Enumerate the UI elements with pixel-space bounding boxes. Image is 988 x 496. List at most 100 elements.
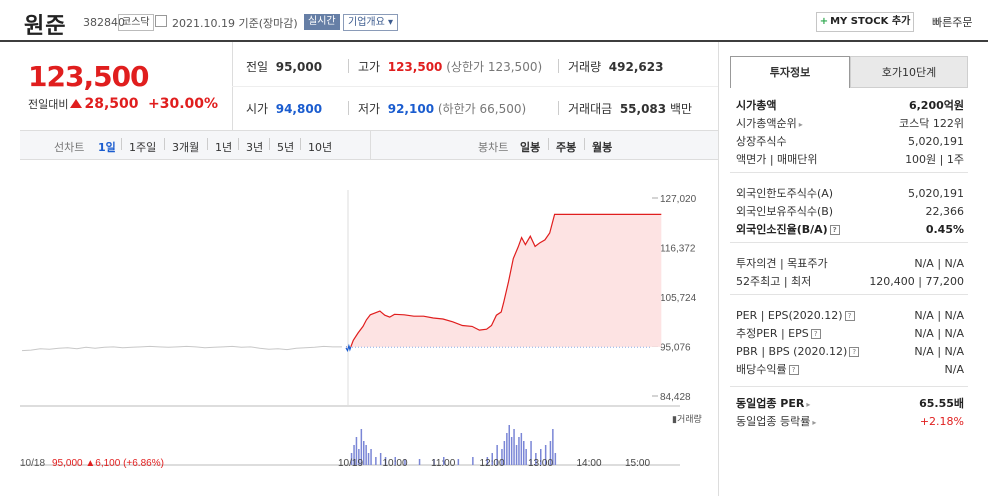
info-value: 6,200억원: [908, 99, 964, 112]
info-icon[interactable]: ?: [829, 225, 840, 235]
volume-bar: [365, 445, 367, 465]
tab-daily[interactable]: 일봉: [520, 141, 541, 154]
volume-bar: [363, 441, 365, 465]
diff-label: 전일대비: [28, 98, 69, 111]
trade-amount: 거래대금 55,083 백만: [568, 102, 693, 116]
info-key: 시가총액: [736, 99, 777, 112]
prev-day-date: 10/18: [20, 458, 45, 469]
tab-10year[interactable]: 10년: [308, 141, 333, 154]
volume-bar: [418, 459, 421, 465]
calendar-icon: [155, 15, 167, 27]
price-chart-svg: 127,020 116,372 105,724 95,076 84,428 ▮거래량 10/…: [20, 190, 702, 469]
info-key: 외국인한도주식수(A): [736, 187, 834, 200]
info-row: 52주최고 | 최저 120,400 | 77,200: [736, 274, 964, 290]
low-price: 저가 92,100 (하한가 66,500): [358, 102, 527, 116]
info-key: 외국인보유주식수(B): [736, 205, 834, 218]
tab-1week[interactable]: 1주일: [129, 141, 157, 154]
x-tick-label: 12:00: [480, 458, 505, 469]
volume-bar: [544, 445, 547, 465]
tab-investment-info[interactable]: 투자정보: [730, 56, 850, 88]
add-mystock-button[interactable]: + MY STOCK 추가: [816, 12, 914, 32]
info-row: 투자의견 | 목표주가 N/A | N/A: [736, 256, 964, 272]
info-icon[interactable]: ?: [849, 347, 860, 357]
corp-info-dropdown[interactable]: 기업개요 ▾: [343, 14, 398, 31]
tab-1year[interactable]: 1년: [215, 141, 233, 154]
tab-weekly[interactable]: 주봉: [556, 141, 577, 154]
arrow-right-icon: ▸: [812, 418, 817, 427]
realtime-button[interactable]: 실시간: [304, 14, 340, 30]
y-tick-label: 95,076: [660, 343, 691, 354]
stock-header: 원준 382840 코스닥 2021.10.19 기준(장마감) 실시간 기업개…: [0, 0, 988, 42]
tab-monthly[interactable]: 월봉: [592, 141, 613, 154]
quick-order-link[interactable]: 빠른주문: [932, 16, 973, 29]
tab-3year[interactable]: 3년: [246, 141, 264, 154]
volume-bar: [350, 453, 353, 465]
info-icon[interactable]: ?: [810, 329, 821, 339]
info-row[interactable]: 동일업종 PER ▸ 65.55배: [736, 396, 964, 412]
info-value: 5,020,191: [908, 187, 964, 200]
volume-label: ▮거래량: [672, 413, 702, 424]
base-date: 2021.10.19 기준(장마감): [172, 17, 298, 30]
chart-tabbar: 선차트 1일 1주일 3개월 1년 3년 5년 10년 봉차트 일봉 주봉 월봉: [20, 130, 718, 160]
info-row[interactable]: 동일업종 등락률 ▸ +2.18%: [736, 414, 964, 430]
info-key: 투자의견 | 목표주가: [736, 257, 828, 270]
volume-bar: [367, 453, 370, 465]
volume-bar: [375, 457, 377, 465]
volume-bar: [554, 453, 557, 465]
price-chart[interactable]: 127,020 116,372 105,724 95,076 84,428 ▮거래량 10/…: [20, 160, 720, 496]
volume-bar: [513, 429, 515, 465]
x-tick-label: 11:00: [431, 458, 456, 469]
info-row[interactable]: 시가총액순위 ▸ 코스닥 122위: [736, 116, 964, 132]
volume: 거래량 492,623: [568, 60, 664, 74]
info-icon[interactable]: ?: [844, 311, 855, 321]
tab-3month[interactable]: 3개월: [172, 141, 200, 154]
info-row[interactable]: PBR | BPS (2020.12)? N/A | N/A: [736, 344, 964, 360]
stock-name: 원준: [24, 14, 67, 39]
prev-close: 전일 95,000: [246, 60, 323, 74]
candle-chart-label: 봉차트: [478, 141, 509, 154]
info-icon[interactable]: ?: [788, 365, 799, 375]
volume-bar: [370, 449, 372, 465]
x-tick-label: 10:00: [383, 458, 408, 469]
info-key: 배당수익률?: [736, 362, 799, 378]
info-row[interactable]: 추정PER | EPS? N/A | N/A: [736, 326, 964, 342]
arrow-right-icon: ▸: [798, 120, 803, 129]
open-price: 시가 94,800: [246, 102, 323, 116]
info-value: N/A: [944, 363, 964, 376]
volume-bar: [530, 441, 532, 465]
tab-orderbook[interactable]: 호가10단계: [850, 56, 968, 88]
info-key: 액면가 | 매매단위: [736, 153, 818, 166]
prev-day-line: [21, 345, 342, 352]
stock-code: 382840: [83, 16, 125, 29]
price-line-up: [350, 213, 662, 348]
current-price: 123,500: [28, 60, 150, 93]
info-value: 5,020,191: [908, 135, 964, 148]
info-value: 0.45%: [925, 223, 964, 236]
volume-bar: [535, 453, 537, 465]
volume-bar: [515, 445, 518, 465]
info-value: N/A | N/A: [914, 345, 964, 358]
volume-bar: [549, 441, 552, 465]
info-key: 시가총액순위 ▸: [736, 117, 803, 130]
volume-bar: [501, 449, 503, 465]
tab-1day[interactable]: 1일: [98, 141, 116, 154]
x-tick-label: 14:00: [577, 458, 602, 469]
volume-bar: [540, 449, 542, 465]
volume-bar: [379, 453, 382, 465]
info-key: 52주최고 | 최저: [736, 275, 812, 288]
info-row[interactable]: 외국인소진율(B/A)? 0.45%: [736, 222, 964, 238]
volume-bar: [520, 433, 523, 465]
volume-bar: [404, 459, 406, 465]
tab-5year[interactable]: 5년: [277, 141, 295, 154]
info-key: 상장주식수: [736, 135, 787, 148]
info-value: 22,366: [925, 205, 965, 218]
volume-bar: [384, 457, 387, 465]
info-row[interactable]: 배당수익률? N/A: [736, 362, 964, 378]
info-row[interactable]: PER | EPS(2020.12)? N/A | N/A: [736, 308, 964, 324]
x-tick-label: 13:00: [528, 458, 553, 469]
volume-bar: [523, 441, 525, 465]
volume-bar: [394, 457, 396, 465]
volume-bar: [358, 449, 360, 465]
info-key: 추정PER | EPS?: [736, 326, 821, 342]
volume-bar: [525, 449, 527, 465]
